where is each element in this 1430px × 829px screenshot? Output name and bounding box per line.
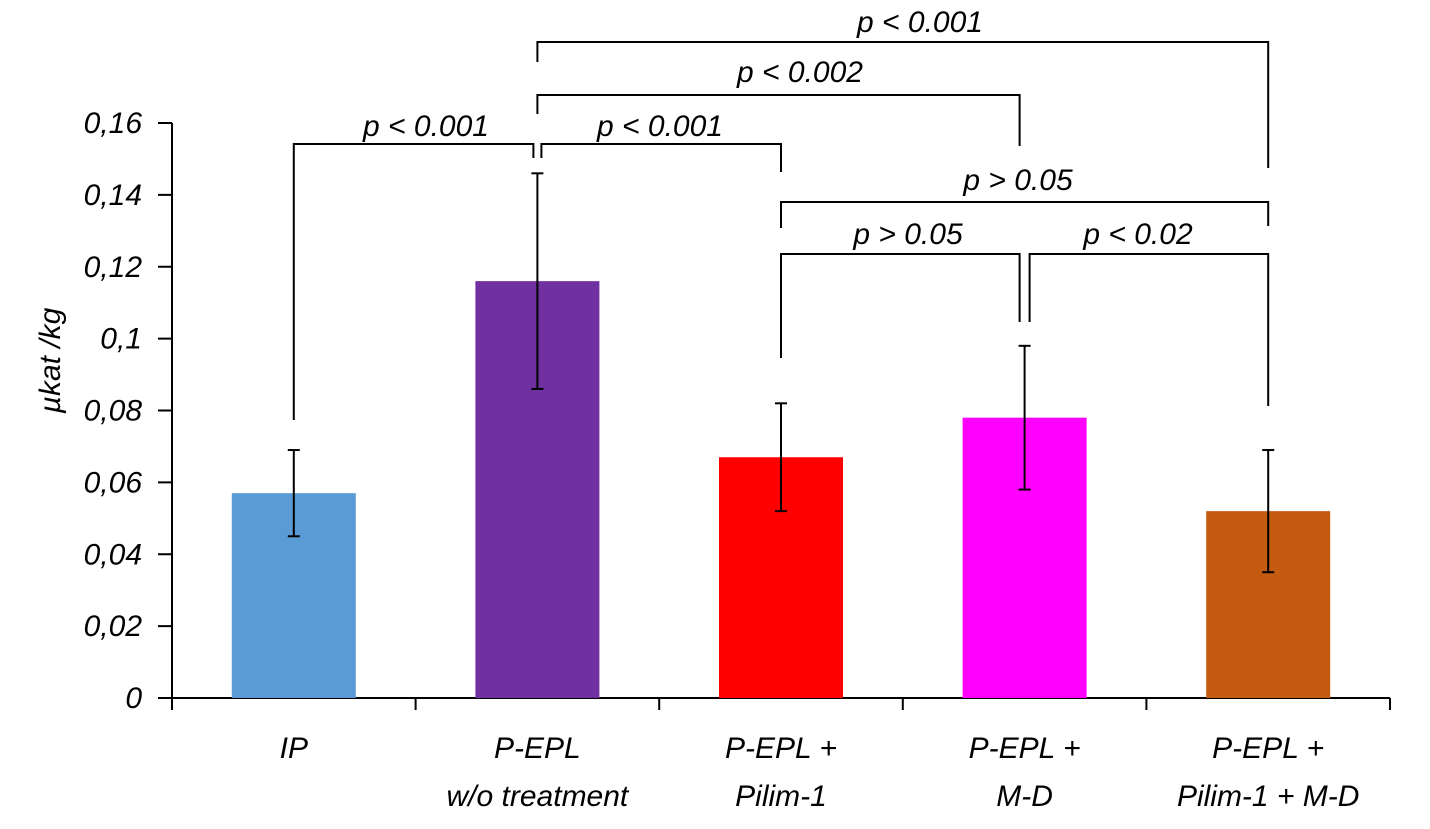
y-tick-label: 0,14 [84,179,142,212]
y-tick-label: 0,16 [84,107,143,140]
p-value-label: p > 0.05 [962,164,1073,197]
y-tick-label: 0,12 [84,251,143,284]
y-tick-label: 0,04 [84,538,142,571]
significance-bracket [292,143,535,420]
p-value-label: p > 0.05 [852,218,963,251]
p-value-label: p < 0.02 [1082,218,1193,251]
significance-bracket [780,201,1270,228]
x-category-label: P-EPL + [969,732,1081,765]
significance-bracket [780,253,1021,358]
p-value-label: p < 0.001 [362,110,489,143]
x-category-label: P-EPL [494,732,581,765]
y-tick-label: 0,1 [100,323,142,356]
x-category-label: P-EPL + [725,732,837,765]
y-axis-title: µkat /kg [34,307,67,414]
significance-bracket [540,143,782,172]
labels: IP P-EPL w/o treatment P-EPL + Pilim-1 P-EPL … [280,6,1360,813]
x-category-label: IP [280,732,308,765]
error-bars [287,172,1275,574]
y-tick-label: 0 [125,682,142,715]
p-value-label: p < 0.002 [736,56,863,89]
significance-brackets [292,41,1270,420]
axes: 0 0,02 0,04 0,06 0,08 0,1 0,12 0,14 0,16 µkat /kg [34,107,1391,715]
x-category-label: Pilim-1 + M-D [1177,780,1360,813]
significance-bracket [536,94,1021,146]
significance-bracket [536,41,1270,168]
y-tick-label: 0,02 [84,610,143,643]
p-value-label: p < 0.001 [596,110,723,143]
significance-bracket [1028,253,1270,406]
x-category-label: Pilim-1 [735,780,827,813]
y-tick-label: 0,08 [84,395,143,428]
p-value-label: p < 0.001 [856,6,983,39]
x-category-label: P-EPL + [1212,732,1324,765]
x-category-label: M-D [996,780,1053,813]
y-tick-label: 0,06 [84,466,143,499]
x-category-label: w/o treatment [447,780,630,813]
